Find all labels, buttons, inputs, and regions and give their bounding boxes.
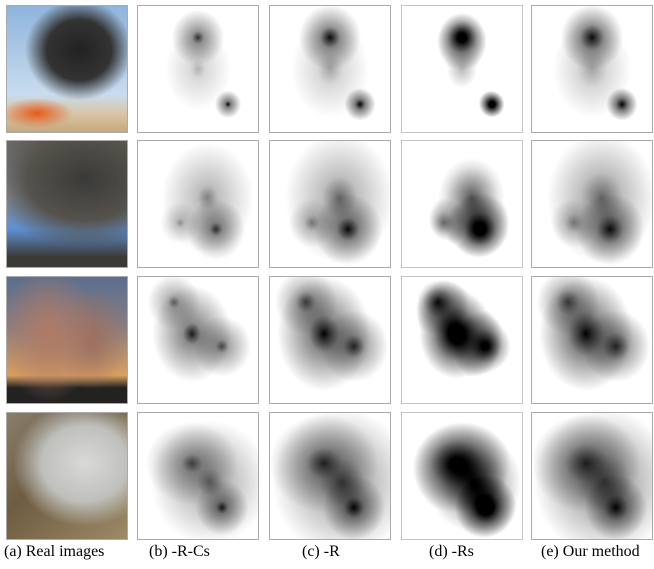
caption: (b) -R-Cs: [149, 543, 210, 561]
smoke-map: [401, 140, 523, 268]
figure: (a) Real images (b) -R-Cs (c) -R (d) -Rs…: [0, 0, 654, 569]
photo: [6, 5, 128, 133]
smoke-map: [269, 5, 391, 133]
smoke-map: [137, 276, 259, 404]
smoke-map: [401, 5, 523, 133]
caption: (d) -Rs: [429, 543, 474, 561]
caption: (e) Our method: [541, 543, 640, 561]
smoke-map: [401, 412, 523, 540]
smoke-map: [269, 412, 391, 540]
photo: [6, 412, 128, 540]
caption: (c) -R: [302, 543, 340, 561]
smoke-map: [269, 276, 391, 404]
smoke-map: [137, 412, 259, 540]
caption: (a) Real images: [4, 543, 104, 561]
smoke-map: [269, 140, 391, 268]
smoke-map: [137, 5, 259, 133]
smoke-map: [531, 140, 653, 268]
smoke-map: [531, 276, 653, 404]
photo: [6, 276, 128, 404]
smoke-map: [531, 5, 653, 133]
smoke-map: [401, 276, 523, 404]
smoke-map: [531, 412, 653, 540]
photo: [6, 140, 128, 268]
smoke-map: [137, 140, 259, 268]
